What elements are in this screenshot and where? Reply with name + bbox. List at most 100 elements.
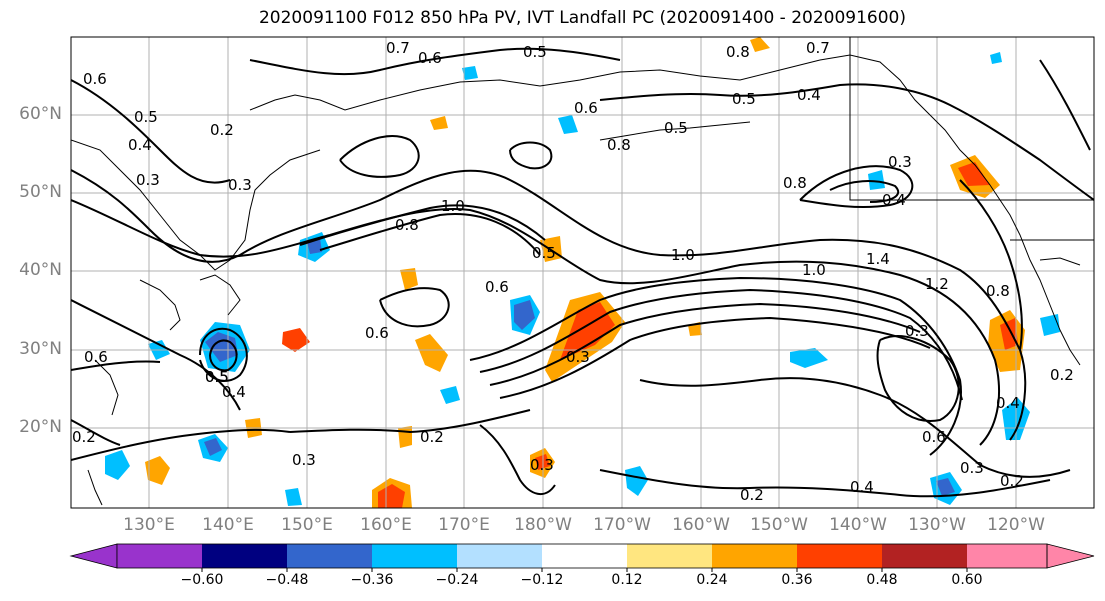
shade-patch bbox=[105, 450, 130, 480]
colorbar-segment bbox=[542, 544, 627, 568]
contour-label: 0.3 bbox=[960, 459, 984, 477]
colorbar-segment bbox=[372, 544, 457, 568]
lat-label: 60°N bbox=[19, 104, 62, 124]
shade-patch bbox=[868, 170, 885, 190]
contour-label: 0.4 bbox=[797, 86, 821, 104]
shade-patch bbox=[790, 348, 828, 368]
contour-label: 0.6 bbox=[84, 348, 108, 366]
contour-label: 0.3 bbox=[228, 176, 252, 194]
shade-patch bbox=[958, 162, 990, 186]
contour-label: 0.7 bbox=[806, 39, 830, 57]
shade-patch bbox=[440, 386, 460, 404]
shade-patch bbox=[625, 466, 648, 496]
lon-label: 160°E bbox=[360, 515, 412, 535]
colorbar-segment bbox=[202, 544, 287, 568]
contour-label: 0.6 bbox=[365, 324, 389, 342]
colorbar-tick-label: 0.36 bbox=[781, 572, 813, 588]
colorbar-tick-label: −0.24 bbox=[435, 572, 479, 588]
colorbar-segment bbox=[797, 544, 882, 568]
lon-label: 150°W bbox=[750, 515, 808, 535]
contour-label: 0.3 bbox=[905, 322, 929, 340]
contour-label: 0.5 bbox=[732, 90, 756, 108]
colorbar-tick-label: −0.12 bbox=[520, 572, 564, 588]
lon-label: 180°W bbox=[514, 515, 572, 535]
contour-label: 1.0 bbox=[671, 246, 695, 264]
contour-label: 0.6 bbox=[418, 49, 442, 67]
lon-label: 130°E bbox=[123, 515, 175, 535]
shade-patch bbox=[990, 52, 1002, 64]
contour-label: 0.8 bbox=[783, 174, 807, 192]
ivt-contours bbox=[71, 47, 1094, 498]
shade-patch bbox=[398, 426, 412, 448]
contour-label: 0.6 bbox=[83, 70, 107, 88]
contour-label: 0.8 bbox=[607, 136, 631, 154]
lat-label: 20°N bbox=[19, 417, 62, 437]
contour-label: 0.2 bbox=[1050, 366, 1074, 384]
colorbar-tick-label: 0.60 bbox=[951, 572, 983, 588]
shade-patch bbox=[205, 332, 238, 362]
contour-label: 0.4 bbox=[882, 191, 906, 209]
lon-label: 130°W bbox=[908, 515, 966, 535]
contour-label: 0.4 bbox=[222, 383, 246, 401]
contour-label: 0.3 bbox=[136, 171, 160, 189]
contour-label: 1.0 bbox=[802, 261, 826, 279]
shade-patch bbox=[462, 66, 478, 80]
contour-label: 0.4 bbox=[996, 394, 1020, 412]
colorbar-segment bbox=[117, 544, 202, 568]
contour-label: 1.2 bbox=[925, 275, 949, 293]
colorbar bbox=[69, 543, 1095, 572]
lon-label: 170°E bbox=[438, 515, 490, 535]
chart-title: 2020091100 F012 850 hPa PV, IVT Landfall… bbox=[258, 8, 906, 28]
shade-patch bbox=[204, 438, 222, 456]
shade-patch bbox=[400, 268, 418, 290]
colorbar-segment bbox=[712, 544, 797, 568]
contour-label: 1.0 bbox=[441, 197, 465, 215]
colorbar-segment bbox=[287, 544, 372, 568]
contour-label: 0.4 bbox=[850, 478, 874, 496]
contour-label: 0.5 bbox=[134, 108, 158, 126]
colorbar-segment bbox=[69, 543, 118, 569]
contour-label: 0.5 bbox=[664, 119, 688, 137]
colorbar-tick-label: −0.48 bbox=[265, 572, 309, 588]
shade-patch bbox=[430, 116, 448, 130]
contour-label: 1.4 bbox=[866, 250, 890, 268]
lon-label: 140°W bbox=[829, 515, 887, 535]
shade-patch bbox=[282, 328, 310, 352]
shade-patch bbox=[378, 484, 405, 508]
contour-label: 0.5 bbox=[532, 244, 556, 262]
colorbar-tick-label: −0.36 bbox=[350, 572, 394, 588]
colorbar-segment bbox=[967, 544, 1047, 568]
colorbar-tick-label: 0.12 bbox=[611, 572, 643, 588]
contour-label: 0.2 bbox=[740, 486, 764, 504]
contour-label: 0.2 bbox=[1000, 472, 1024, 490]
shade-patch bbox=[558, 115, 578, 134]
lon-label: 160°W bbox=[672, 515, 730, 535]
map-frame bbox=[70, 36, 1095, 509]
contour-label: 0.6 bbox=[922, 428, 946, 446]
colorbar-tick-label: 0.24 bbox=[696, 572, 728, 588]
colorbar-segment bbox=[882, 544, 967, 568]
colorbar-segment bbox=[1046, 543, 1095, 569]
coastlines bbox=[71, 37, 1094, 506]
contour-label: 0.2 bbox=[72, 428, 96, 446]
colorbar-tick-label: 0.48 bbox=[866, 572, 898, 588]
lat-label: 50°N bbox=[19, 182, 62, 202]
lon-label: 170°W bbox=[593, 515, 651, 535]
colorbar-segment bbox=[627, 544, 712, 568]
contour-label: 0.8 bbox=[986, 282, 1010, 300]
contour-labels: 0.7 0.6 0.5 0.8 0.7 0.6 0.5 0.4 0.5 0.8 … bbox=[72, 39, 1074, 504]
contour-label: 0.8 bbox=[395, 216, 419, 234]
contour-label: 0.5 bbox=[523, 43, 547, 61]
contour-label: 0.4 bbox=[128, 136, 152, 154]
colorbar-frame bbox=[116, 543, 1048, 569]
shade-patch bbox=[1000, 318, 1018, 350]
contour-label: 0.8 bbox=[726, 43, 750, 61]
colorbar-ticks bbox=[201, 568, 968, 572]
shade-patch bbox=[936, 478, 955, 496]
lat-label: 30°N bbox=[19, 339, 62, 359]
shade-patch bbox=[514, 300, 535, 330]
lon-label: 150°E bbox=[281, 515, 333, 535]
contour-label: 0.6 bbox=[574, 99, 598, 117]
colorbar-tick-label: −0.60 bbox=[180, 572, 224, 588]
